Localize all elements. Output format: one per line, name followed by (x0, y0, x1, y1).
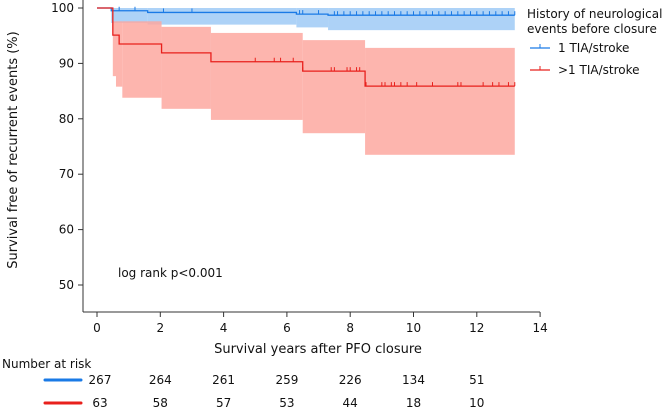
x-tick-label: 10 (406, 321, 421, 335)
ci-band-segment (328, 8, 515, 31)
x-axis-label: Survival years after PFO closure (214, 342, 422, 357)
logrank-annotation: log rank p<0.001 (118, 266, 223, 280)
legend-label: >1 TIA/stroke (558, 63, 640, 77)
x-tick-label: 0 (93, 321, 101, 335)
ci-band-segment (122, 21, 162, 98)
y-tick-label: 100 (51, 1, 74, 15)
axes (82, 0, 540, 313)
risk-count: 51 (469, 373, 484, 387)
risk-count: 63 (92, 396, 107, 410)
x-tick-label: 2 (156, 321, 164, 335)
x-tick-label: 4 (220, 321, 228, 335)
risk-count: 264 (149, 373, 172, 387)
y-axis-label: Survival free of recurrent events (%) (6, 31, 21, 269)
risk-count: 134 (402, 373, 425, 387)
risk-count: 57 (216, 396, 231, 410)
legend-title-line-1: History of neurological (527, 7, 662, 21)
x-tick-label: 8 (346, 321, 354, 335)
risk-count: 44 (343, 396, 358, 410)
risk-count: 259 (275, 373, 298, 387)
confidence-bands (111, 8, 515, 155)
ci-band-segment (296, 8, 329, 28)
risk-count: 261 (212, 373, 235, 387)
ci-band-segment (111, 8, 148, 23)
ci-band-segment (161, 26, 211, 109)
risk-count: 53 (279, 396, 294, 410)
risk-count: 267 (89, 373, 112, 387)
survival-curves (97, 6, 516, 87)
legend-title-line-2: events before closure (527, 22, 657, 36)
risk-table-title: Number at risk (2, 357, 91, 371)
ci-band-segment (365, 47, 515, 155)
risk-count: 58 (153, 396, 168, 410)
x-tick-label: 6 (283, 321, 291, 335)
x-tick-label: 14 (532, 321, 547, 335)
y-tick-label: 70 (59, 167, 74, 181)
risk-count: 226 (339, 373, 362, 387)
ci-band-segment (112, 21, 116, 77)
ci-band-segment (115, 21, 123, 87)
risk-count: 10 (469, 396, 484, 410)
legend-label: 1 TIA/stroke (558, 41, 629, 55)
risk-count: 18 (406, 396, 421, 410)
x-tick-label: 12 (469, 321, 484, 335)
risk-table: Number at risk 267 264 261 259 226 134 51 63 58 5… (2, 357, 484, 410)
survival-curve-multi-tia (97, 7, 515, 87)
y-tick-label: 50 (59, 278, 74, 292)
ci-band-segment (210, 32, 303, 120)
y-tick-label: 60 (59, 223, 74, 237)
ci-band-segment (302, 40, 366, 134)
ci-band-segment (147, 8, 297, 25)
legend: History of neurological events before cl… (527, 7, 662, 77)
survival-curve-1-tia (97, 7, 515, 16)
y-tick-label: 80 (59, 112, 74, 126)
y-tick-label: 90 (59, 56, 74, 70)
